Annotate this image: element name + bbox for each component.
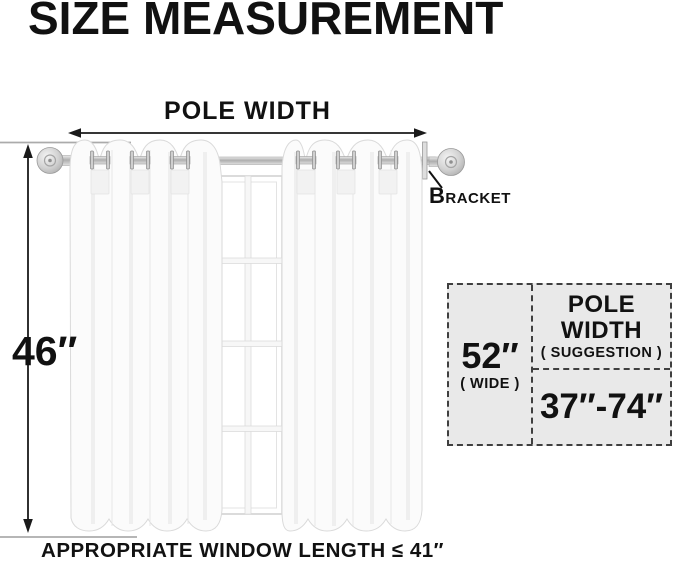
bracket-label: Bracket	[429, 183, 511, 208]
curtain-panel-left	[69, 139, 223, 532]
curtain-width-value: 52″	[461, 334, 519, 376]
grommets	[89, 150, 399, 195]
window	[214, 175, 283, 515]
size-suggestion-panel: 52″ ( WIDE ) POLE WIDTH ( SUGGESTION ) 3…	[447, 283, 672, 446]
pole-width-range: 37″-74″	[539, 387, 664, 426]
bracket-pointer-line	[428, 170, 443, 189]
height-arrow	[23, 144, 33, 533]
pole-width-diagram-label: POLE WIDTH	[164, 97, 331, 125]
right-finial	[422, 141, 465, 180]
left-finial	[36, 147, 72, 174]
pole-width-title: POLE WIDTH	[560, 291, 643, 344]
window-length-label: APPROPRIATE WINDOW LENGTH ≤ 41″	[41, 539, 444, 562]
pole-width-arrow	[68, 128, 427, 138]
panel-horizontal-divider	[533, 368, 670, 370]
pole-width-suggestion-cell: POLE WIDTH ( SUGGESTION )	[533, 285, 670, 368]
page-title: SIZE MEASUREMENT	[28, 0, 504, 44]
curtain-width-caption: ( WIDE )	[460, 376, 520, 393]
curtain-height-label: 46″	[12, 328, 78, 374]
pole-width-range-cell: 37″-74″	[533, 370, 670, 444]
pole-width-caption: ( SUGGESTION )	[540, 344, 663, 361]
curtain-panel-right	[281, 139, 423, 532]
curtain-width-cell: 52″ ( WIDE )	[449, 285, 531, 444]
panel-vertical-divider	[531, 285, 533, 444]
